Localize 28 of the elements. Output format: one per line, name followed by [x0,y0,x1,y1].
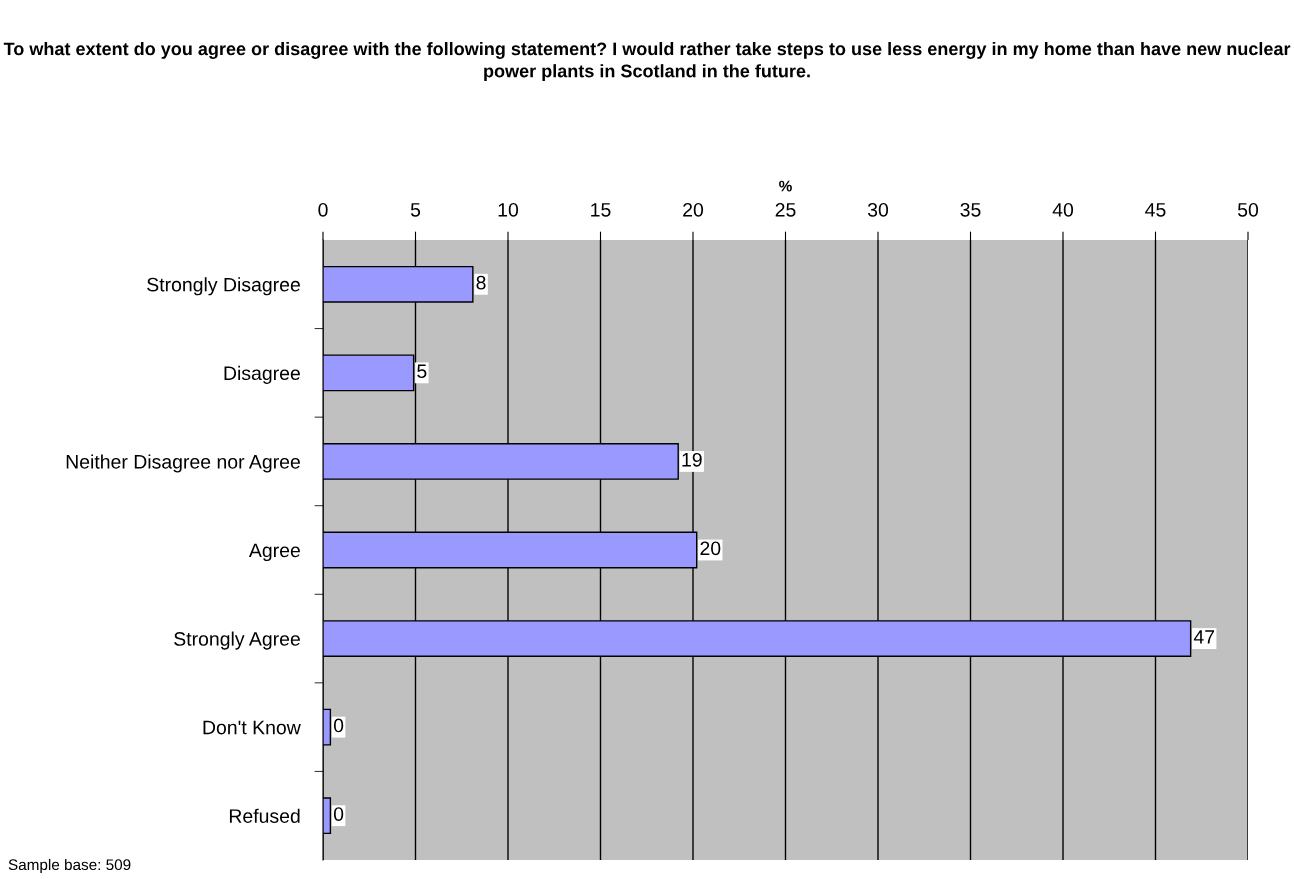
y-tick-label: Agree [248,543,300,562]
x-tick-label: 50 [1237,202,1259,217]
data-label: 8 [476,275,486,290]
y-tick-label: Neither Disagree nor Agree [66,454,300,473]
data-label: 20 [700,541,721,556]
y-tick-label: Refused [229,808,300,823]
x-tick-label: 5 [410,203,421,217]
data-label: 19 [682,452,702,467]
data-label: 0 [333,807,344,821]
data-label: 5 [417,364,427,379]
y-tick-label: Disagree [224,365,300,384]
x-tick-label: 10 [498,202,519,217]
y-tick-label: Strongly Disagree [147,277,300,296]
data-label: 47 [1193,630,1215,644]
data-label: 0 [333,718,344,733]
x-tick-label: 45 [1145,203,1166,217]
x-tick-label: 15 [591,203,611,217]
text: Sample base: 509 [8,858,131,874]
x-axis-title: % [779,180,792,192]
x-tick-label: 35 [960,202,981,217]
x-tick-label: 30 [867,202,889,217]
x-tick-label: 40 [1052,202,1074,217]
chart-title: To what extent do you agree or disagree with the following statement? I would rather take steps to use less energy in my home than have new nuclear power plants in Scotland in the future. [3,42,1291,81]
y-tick-label: Strongly Agree [174,631,300,650]
x-tick-label: 20 [683,202,704,217]
y-tick-label: Don't Know [203,720,301,735]
x-tick-label: 25 [775,202,796,217]
x-tick-label: 0 [318,202,328,217]
